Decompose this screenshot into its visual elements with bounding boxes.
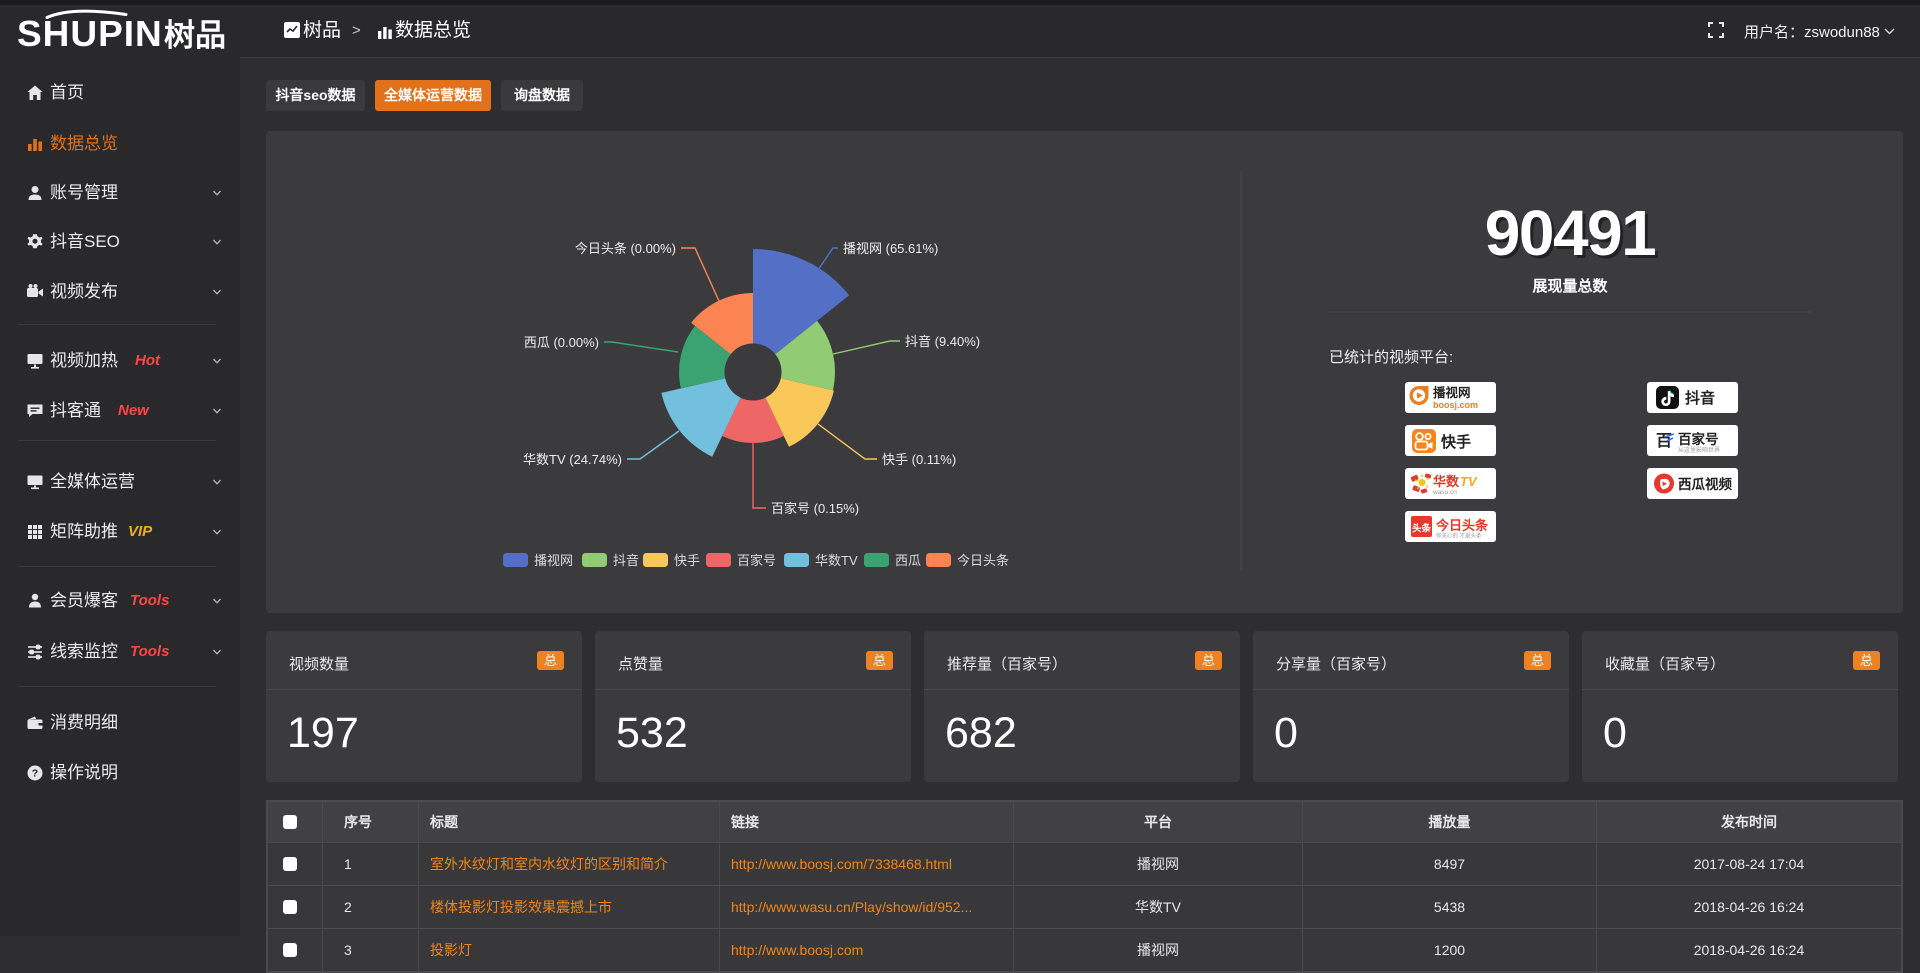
svg-text:百家号: 百家号 <box>1678 431 1719 447</box>
svg-text:?: ? <box>32 768 38 780</box>
svg-text:90491: 90491 <box>1488 200 1658 272</box>
svg-text:树品: 树品 <box>164 18 226 53</box>
svg-text:抖音: 抖音 <box>613 553 639 568</box>
svg-text:头条: 头条 <box>1412 523 1432 535</box>
svg-text:SHUPIN: SHUPIN <box>17 13 163 54</box>
svg-text:快手: 快手 <box>1441 433 1471 451</box>
svg-text:已统计的视频平台:: 已统计的视频平台: <box>1329 349 1453 366</box>
svg-text:TV: TV <box>1460 474 1478 489</box>
svg-text:从这里影响世界: 从这里影响世界 <box>1678 446 1720 454</box>
svg-text:西瓜: 西瓜 <box>895 553 921 568</box>
svg-text:百家号: 百家号 <box>737 553 776 568</box>
svg-text:今日头条 (0.00%): 今日头条 (0.00%) <box>575 241 676 256</box>
svg-text:快手: 快手 <box>674 553 700 568</box>
svg-text:90491: 90491 <box>1485 197 1655 269</box>
svg-text:播视网: 播视网 <box>534 553 573 568</box>
svg-text:百家号 (0.15%): 百家号 (0.15%) <box>771 501 859 516</box>
svg-text:你关心的 才是头条: 你关心的 才是头条 <box>1436 532 1482 540</box>
svg-text:今日头条: 今日头条 <box>1435 518 1489 533</box>
svg-text:今日头条: 今日头条 <box>957 553 1009 568</box>
svg-text:抖音: 抖音 <box>1685 389 1715 407</box>
svg-text:华数TV: 华数TV <box>815 553 858 568</box>
svg-text:boosj.com: boosj.com <box>1433 400 1478 410</box>
svg-text:快手 (0.11%): 快手 (0.11%) <box>882 452 956 467</box>
svg-text:播视网 (65.61%): 播视网 (65.61%) <box>843 241 938 256</box>
svg-text:西瓜 (0.00%): 西瓜 (0.00%) <box>524 335 599 350</box>
svg-text:播视网: 播视网 <box>1433 385 1471 400</box>
svg-text:展现量总数: 展现量总数 <box>1532 277 1608 295</box>
svg-text:wasu.cn: wasu.cn <box>1432 489 1457 496</box>
svg-text:西瓜视频: 西瓜视频 <box>1678 476 1732 492</box>
svg-text:华数TV (24.74%): 华数TV (24.74%) <box>523 452 622 467</box>
svg-text:抖音 (9.40%): 抖音 (9.40%) <box>905 334 980 349</box>
svg-text:华数: 华数 <box>1433 474 1460 489</box>
